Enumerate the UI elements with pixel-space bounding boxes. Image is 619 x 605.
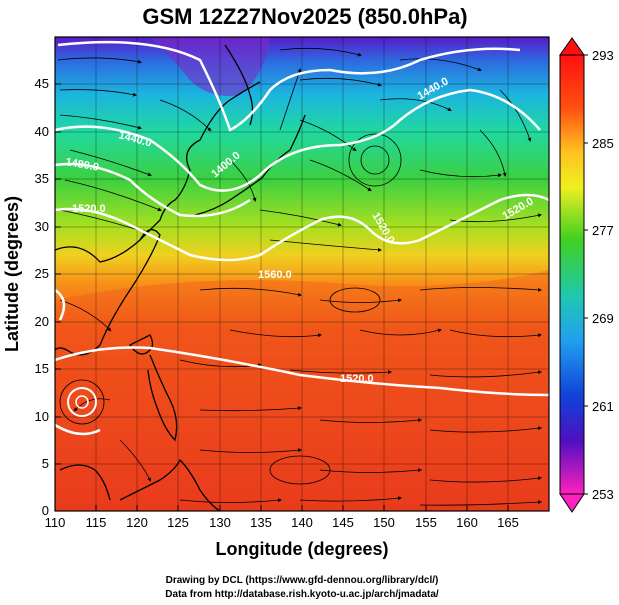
- colorbar: 293 285 277 269 261 253: [559, 37, 614, 513]
- wind-streamlines: [57, 47, 542, 506]
- x-tick-label: 110: [45, 515, 66, 530]
- contour-label: 1560.0: [258, 269, 292, 281]
- y-tick-label: 30: [35, 219, 49, 234]
- colorbar-bottom-arrow: [559, 493, 585, 513]
- x-tick-label: 130: [209, 515, 231, 530]
- map-plot-area: 1440.0 1440.0 1480.0 1400.0 1520.0 1520.…: [55, 37, 549, 511]
- map-title: GSM 12Z27Nov2025 (850.0hPa): [142, 4, 467, 29]
- x-axis: 110 115 120 125 130 135 140 145 150 155 …: [45, 505, 519, 530]
- y-tick-label: 40: [35, 124, 49, 139]
- x-tick-label: 125: [167, 515, 189, 530]
- contour-label: 1520.0: [72, 203, 106, 215]
- x-tick-label: 115: [86, 515, 107, 530]
- y-tick-label: 5: [42, 456, 49, 471]
- x-tick-label: 160: [456, 515, 478, 530]
- y-tick-label: 0: [42, 503, 49, 518]
- y-tick-label: 35: [35, 171, 49, 186]
- x-tick-label: 140: [291, 515, 313, 530]
- y-axis: 0 5 10 15 20 25 30 35 40 45: [35, 76, 61, 518]
- y-tick-label: 45: [35, 76, 49, 91]
- x-tick-label: 165: [497, 515, 519, 530]
- x-axis-label: Longitude (degrees): [215, 539, 388, 559]
- circulation-centers: [59, 133, 402, 485]
- x-tick-label: 120: [126, 515, 148, 530]
- x-tick-label: 145: [332, 515, 354, 530]
- y-tick-label: 25: [35, 266, 49, 281]
- colorbar-tick-label: 269: [592, 311, 614, 326]
- colorbar-tick-label: 285: [592, 136, 614, 151]
- height-contours: [55, 40, 549, 436]
- colorbar-tick-label: 261: [592, 399, 614, 414]
- credit-data: Data from http://database.rish.kyoto-u.a…: [165, 589, 439, 600]
- colorbar-tick-label: 253: [592, 487, 614, 502]
- y-axis-label: Latitude (degrees): [2, 196, 22, 352]
- y-tick-label: 10: [35, 409, 49, 424]
- contour-label: 1520.0: [340, 373, 374, 385]
- graticule: [55, 37, 549, 511]
- y-tick-label: 20: [35, 314, 49, 329]
- credit-drawing: Drawing by DCL (https://www.gfd-dennou.o…: [166, 575, 439, 586]
- x-tick-label: 155: [415, 515, 437, 530]
- colorbar-scale: [559, 54, 585, 495]
- coastlines: [55, 44, 306, 511]
- x-tick-label: 150: [373, 515, 395, 530]
- contour-label: 1480.0: [64, 156, 99, 174]
- x-tick-label: 135: [250, 515, 272, 530]
- y-tick-label: 15: [35, 361, 49, 376]
- colorbar-tick-label: 277: [592, 223, 614, 238]
- colorbar-top-arrow: [559, 37, 585, 56]
- colorbar-tick-label: 293: [592, 48, 614, 63]
